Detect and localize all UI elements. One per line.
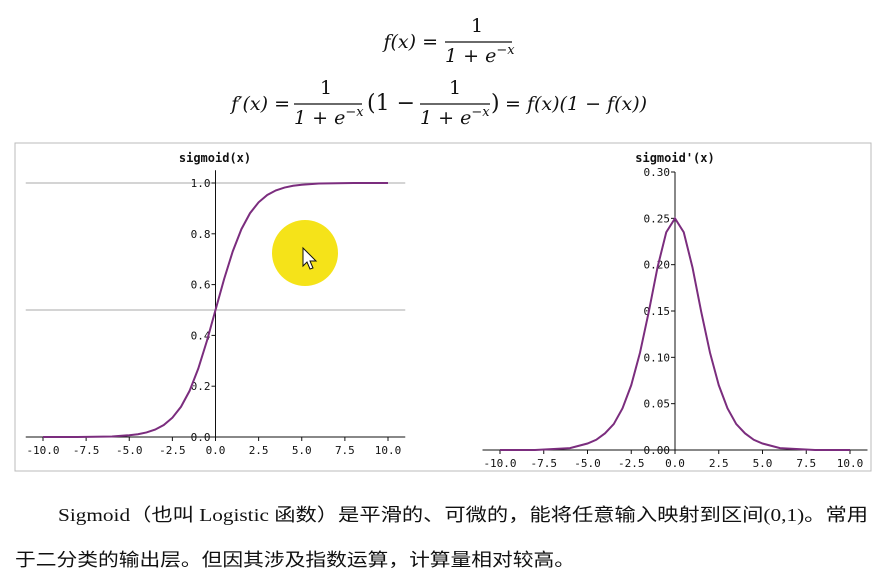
x-tick-label: 7.5 — [796, 457, 816, 470]
denominator-base: 1 + e — [420, 107, 471, 129]
formula-denominator: 1 + e−x — [420, 105, 490, 129]
denominator-base: 1 + e — [445, 45, 496, 67]
exponent: −x — [345, 105, 364, 120]
x-tick-label: -10.0 — [26, 444, 59, 457]
x-tick-label: 0.0 — [206, 444, 226, 457]
x-tick-label: -5.0 — [116, 444, 143, 457]
x-tick-label: 10.0 — [837, 457, 864, 470]
formula-2: f′(x) = 1 1 + e−x (1 − 1 1 + e−x ) = f(x… — [229, 77, 647, 129]
plots: sigmoid(x) -10.0 -7.5 -5.0 -2.5 0.0 2.5 5.0 7.5 1… — [25, 151, 868, 470]
x-tick-label: 5.0 — [753, 457, 773, 470]
formula-denominator: 1 + e−x — [445, 43, 515, 67]
curve — [500, 216, 850, 451]
y-tick-label: 0.10 — [644, 351, 671, 364]
y-tick-label: 1.0 — [191, 177, 211, 190]
formula-lhs: f(x) = — [381, 31, 438, 53]
formula-open: (1 − — [367, 91, 415, 116]
formula-close: ) — [491, 91, 500, 116]
y-tick-label: 0.0 — [191, 431, 211, 444]
paragraph-line: Sigmoid（也叫 Logistic 函数）是平滑的、可微的，能将任意输入映射… — [58, 505, 868, 526]
formula-numerator: 1 — [471, 15, 483, 37]
formula-rhs: = f(x)(1 − f(x)) — [505, 93, 647, 115]
formula-denominator: 1 + e−x — [294, 105, 364, 129]
x-tick-label: 0.0 — [665, 457, 685, 470]
formula-numerator: 1 — [449, 77, 461, 99]
x-tick-label: -7.5 — [73, 444, 100, 457]
curve — [43, 182, 388, 438]
exponent: −x — [471, 105, 490, 120]
y-tick-label: 0.05 — [644, 398, 671, 411]
figure-frame — [14, 142, 872, 472]
formula-1: f(x) = 1 1 + e−x — [381, 15, 515, 67]
x-tick-label: 7.5 — [335, 444, 355, 457]
x-tick-label: 5.0 — [292, 444, 312, 457]
y-tick-label: 0.2 — [191, 380, 211, 393]
y-tick-label: 0.25 — [644, 212, 671, 225]
x-tick-label: 10.0 — [375, 444, 402, 457]
x-tick-label: 2.5 — [709, 457, 729, 470]
formula-lhs: f′(x) = — [229, 93, 290, 115]
x-tick-label: -10.0 — [483, 457, 516, 470]
x-tick-label: 2.5 — [249, 444, 269, 457]
x-tick-label: -2.5 — [159, 444, 186, 457]
chart-title: sigmoid(x) — [179, 151, 251, 165]
y-tick-label: 0.4 — [191, 329, 211, 342]
x-tick-label: -2.5 — [618, 457, 645, 470]
chart-title: sigmoid'(x) — [635, 151, 714, 165]
y-tick-label: 0.30 — [644, 166, 671, 179]
x-tick-label: -5.0 — [574, 457, 601, 470]
y-tick-label: 0.00 — [644, 444, 671, 457]
y-tick-label: 0.6 — [191, 279, 211, 292]
formula-numerator: 1 — [320, 77, 332, 99]
paragraph-line: 于二分类的输出层。但因其涉及指数运算，计算量相对较高。 — [15, 550, 575, 570]
exponent: −x — [496, 43, 515, 58]
x-tick-label: -7.5 — [531, 457, 558, 470]
cursor — [302, 246, 318, 270]
y-tick-label: 0.20 — [644, 259, 671, 272]
y-tick-label: 0.8 — [191, 228, 211, 241]
denominator-base: 1 + e — [294, 107, 345, 129]
